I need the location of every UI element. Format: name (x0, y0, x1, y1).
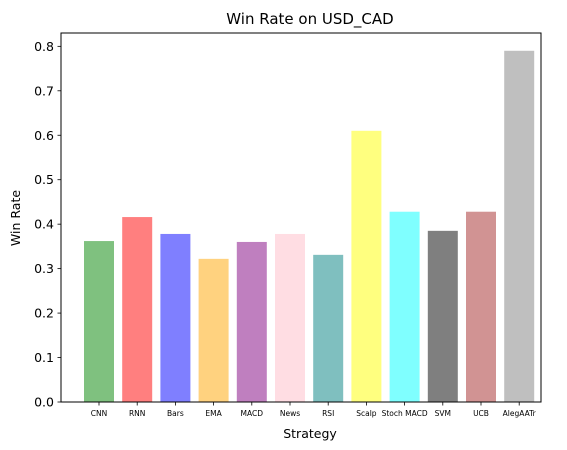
y-tick-label: 0.8 (34, 39, 54, 54)
x-tick-label: Bars (167, 409, 184, 418)
y-tick-label: 0.3 (34, 261, 54, 276)
plot-frame (60, 32, 542, 403)
y-tick-label: 0.7 (34, 83, 54, 98)
x-tick-label: Stoch MACD (382, 409, 428, 418)
bar-svm (427, 230, 458, 402)
x-tick-label: MACD (241, 409, 264, 418)
bar-stoch-macd (389, 211, 420, 402)
y-tick-label: 0.5 (34, 172, 54, 187)
x-tick-label: Scalp (356, 409, 377, 418)
x-tick-label: RNN (129, 409, 145, 418)
y-tick-label: 0.0 (34, 395, 54, 410)
x-tick-label: News (280, 409, 300, 418)
bar-alegaatr (504, 50, 535, 402)
x-tick-label: UCB (473, 409, 489, 418)
y-tick-label: 0.6 (34, 128, 54, 143)
bar-ucb (466, 211, 496, 402)
y-tick-label: 0.4 (34, 217, 54, 232)
y-tick-label: 0.2 (34, 306, 54, 321)
x-tick-label: RSI (322, 409, 334, 418)
x-tick-label: SVM (435, 409, 451, 418)
y-axis-ticks: 0.0 0.1 0.2 0.3 0.4 0.5 0.6 0.7 0.8 (34, 39, 61, 410)
bar-rsi (313, 254, 344, 402)
bar-bars (160, 233, 191, 402)
x-tick-label: CNN (91, 409, 107, 418)
y-axis-label: Win Rate (8, 190, 23, 246)
x-tick-label: AlegAATr (503, 409, 537, 418)
bar-rnn (122, 217, 153, 402)
x-tick-label: EMA (205, 409, 222, 418)
x-axis-label: Strategy (283, 426, 337, 441)
bar-macd (236, 241, 267, 402)
bars-group (84, 50, 535, 402)
bar-news (275, 233, 305, 402)
chart-title: Win Rate on USD_CAD (226, 10, 393, 29)
bar-ema (198, 258, 229, 402)
bar-scalp (351, 130, 382, 402)
y-tick-label: 0.1 (34, 350, 54, 365)
bar-cnn (84, 241, 114, 402)
x-axis-ticks: CNN RNN Bars EMA MACD News RSI Scalp Stoch MACD S… (91, 402, 537, 418)
